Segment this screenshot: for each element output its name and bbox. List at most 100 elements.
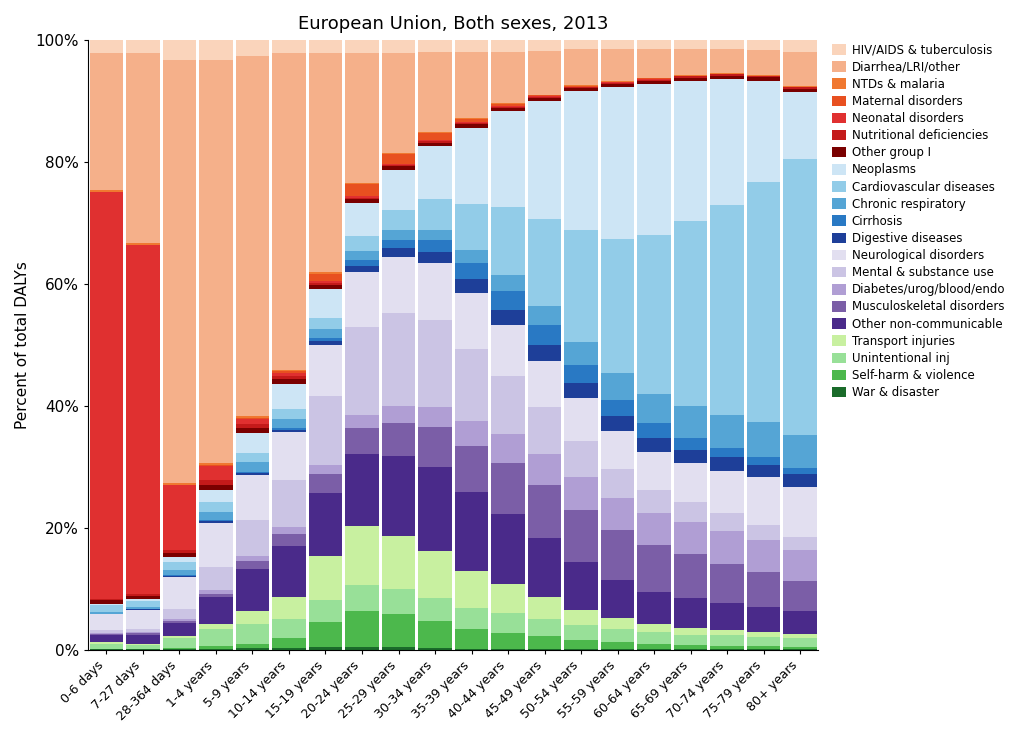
Bar xyxy=(308,289,342,317)
Bar xyxy=(236,452,269,462)
Bar xyxy=(674,438,708,450)
Bar xyxy=(674,502,708,522)
Bar xyxy=(199,503,232,512)
Bar xyxy=(345,198,379,199)
Bar xyxy=(601,618,635,630)
Bar xyxy=(783,486,817,537)
Bar xyxy=(601,498,635,530)
Bar xyxy=(601,239,635,373)
Bar xyxy=(382,53,416,153)
Bar xyxy=(492,434,525,463)
Bar xyxy=(564,342,598,365)
Bar xyxy=(418,141,452,142)
Bar xyxy=(89,644,123,649)
Bar xyxy=(564,92,598,230)
Bar xyxy=(308,329,342,339)
Bar xyxy=(564,477,598,510)
Bar xyxy=(455,280,488,292)
Bar xyxy=(601,469,635,498)
Bar xyxy=(564,383,598,399)
Bar xyxy=(199,624,232,629)
Bar xyxy=(783,551,817,581)
Bar xyxy=(89,192,123,599)
Bar xyxy=(272,429,306,430)
Bar xyxy=(492,207,525,275)
Bar xyxy=(637,644,671,649)
Bar xyxy=(711,564,744,603)
Bar xyxy=(199,521,232,523)
Bar xyxy=(236,40,269,56)
Bar xyxy=(674,599,708,627)
Bar xyxy=(272,534,306,546)
Bar xyxy=(382,154,416,164)
Bar xyxy=(382,210,416,230)
Bar xyxy=(711,531,744,564)
Bar xyxy=(527,219,561,306)
Bar xyxy=(236,520,269,556)
Bar xyxy=(711,40,744,49)
Bar xyxy=(236,473,269,475)
Bar xyxy=(126,607,160,610)
Bar xyxy=(601,630,635,642)
Bar xyxy=(199,61,232,463)
Bar xyxy=(711,75,744,79)
Bar xyxy=(564,625,598,641)
Bar xyxy=(272,371,306,373)
Bar xyxy=(126,629,160,632)
Bar xyxy=(126,599,160,601)
Bar xyxy=(746,632,780,637)
Bar xyxy=(163,551,197,554)
Bar xyxy=(746,422,780,457)
Bar xyxy=(199,512,232,520)
Bar xyxy=(89,612,123,613)
Bar xyxy=(455,292,488,348)
Bar xyxy=(308,285,342,289)
Bar xyxy=(345,328,379,415)
Bar xyxy=(308,341,342,345)
Bar xyxy=(345,428,379,455)
Bar xyxy=(308,272,342,274)
Bar xyxy=(89,52,123,190)
Bar xyxy=(492,584,525,613)
Bar xyxy=(418,240,452,252)
Bar xyxy=(199,593,232,597)
Bar xyxy=(199,463,232,466)
Bar xyxy=(199,40,232,61)
Bar xyxy=(783,611,817,635)
Bar xyxy=(272,376,306,379)
Bar xyxy=(783,638,817,646)
Bar xyxy=(345,184,379,196)
Bar xyxy=(637,424,671,438)
Bar xyxy=(126,635,160,644)
Bar xyxy=(455,204,488,249)
Bar xyxy=(674,49,708,75)
Bar xyxy=(236,611,269,624)
Bar xyxy=(746,540,780,572)
Bar xyxy=(601,642,635,649)
Bar xyxy=(163,556,197,562)
Bar xyxy=(711,646,744,649)
Bar xyxy=(455,125,488,128)
Bar xyxy=(163,619,197,621)
Bar xyxy=(199,649,232,650)
Bar xyxy=(746,457,780,464)
Bar xyxy=(199,629,232,646)
Bar xyxy=(711,79,744,205)
Bar xyxy=(637,452,671,490)
Bar xyxy=(345,646,379,650)
Bar xyxy=(564,510,598,562)
Bar xyxy=(418,467,452,551)
Bar xyxy=(163,623,197,636)
Bar xyxy=(601,400,635,416)
Bar xyxy=(564,230,598,342)
Bar xyxy=(89,605,123,612)
Bar xyxy=(199,523,232,567)
Bar xyxy=(564,89,598,92)
Bar xyxy=(711,635,744,646)
Bar xyxy=(126,633,160,635)
Bar xyxy=(345,272,379,328)
Bar xyxy=(527,101,561,219)
Bar xyxy=(89,634,123,635)
Bar xyxy=(746,572,780,607)
Bar xyxy=(674,554,708,599)
